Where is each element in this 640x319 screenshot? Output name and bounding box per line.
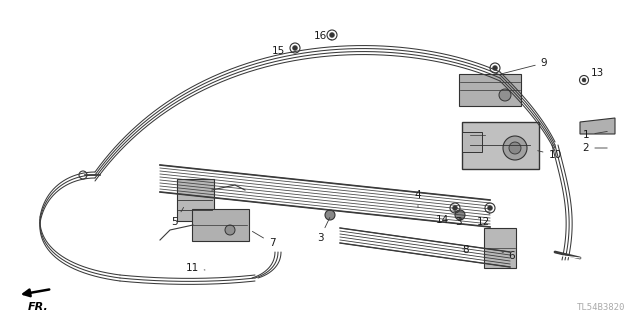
Text: 13: 13 xyxy=(585,68,604,82)
Text: 4: 4 xyxy=(415,190,421,207)
Text: 15: 15 xyxy=(271,46,292,56)
Circle shape xyxy=(325,210,335,220)
FancyBboxPatch shape xyxy=(461,122,538,168)
Circle shape xyxy=(499,89,511,101)
Text: 8: 8 xyxy=(463,245,469,255)
FancyBboxPatch shape xyxy=(484,228,516,268)
Text: 14: 14 xyxy=(435,211,456,225)
Text: 3: 3 xyxy=(317,218,330,243)
Text: 6: 6 xyxy=(502,251,515,261)
FancyBboxPatch shape xyxy=(191,209,248,241)
Text: 10: 10 xyxy=(538,150,561,160)
Circle shape xyxy=(582,78,586,82)
Circle shape xyxy=(452,205,458,211)
Circle shape xyxy=(330,33,335,38)
FancyBboxPatch shape xyxy=(462,132,482,152)
Circle shape xyxy=(225,225,235,235)
Circle shape xyxy=(493,65,497,70)
Text: 9: 9 xyxy=(500,58,547,74)
Polygon shape xyxy=(580,118,615,134)
Circle shape xyxy=(503,136,527,160)
Circle shape xyxy=(292,46,298,50)
FancyBboxPatch shape xyxy=(459,74,521,106)
Text: 5: 5 xyxy=(172,207,184,227)
Text: FR.: FR. xyxy=(28,302,49,312)
Text: 16: 16 xyxy=(314,31,332,41)
Text: 2: 2 xyxy=(582,143,607,153)
Circle shape xyxy=(509,142,521,154)
Text: 3: 3 xyxy=(454,217,461,227)
Text: 12: 12 xyxy=(476,213,490,227)
Text: 1: 1 xyxy=(582,130,607,140)
Text: TL54B3820: TL54B3820 xyxy=(577,303,625,312)
Text: 7: 7 xyxy=(252,231,275,248)
Circle shape xyxy=(488,205,493,211)
Text: 11: 11 xyxy=(186,263,205,273)
Circle shape xyxy=(455,210,465,220)
FancyBboxPatch shape xyxy=(177,179,214,221)
